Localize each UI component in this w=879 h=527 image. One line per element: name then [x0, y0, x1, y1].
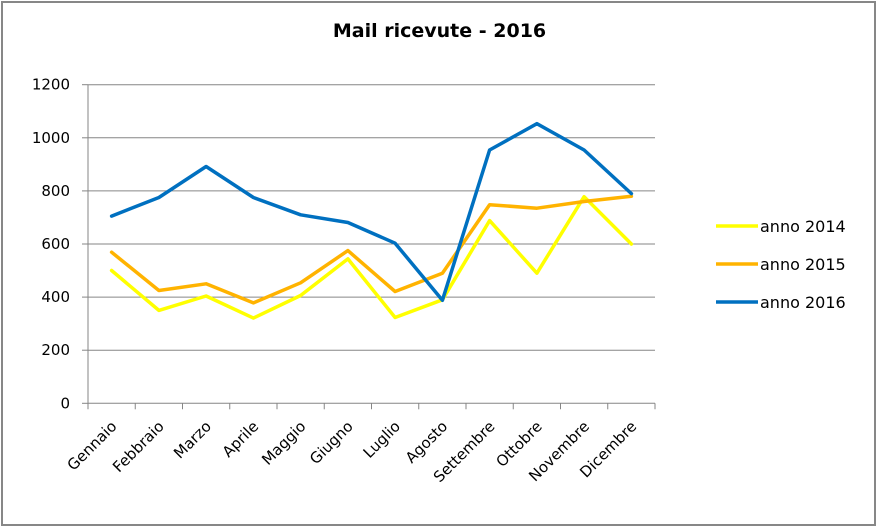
y-tick-label: 400	[41, 288, 70, 306]
x-tick-label: Febbraio	[109, 417, 168, 476]
y-axis-ticks: 0 200 400 600 800 1000 1200	[32, 76, 88, 412]
y-tick-label: 600	[41, 235, 70, 253]
x-tick-label: Maggio	[258, 417, 309, 468]
y-tick-label: 800	[41, 182, 70, 200]
legend: anno 2014 anno 2015 anno 2016	[716, 217, 846, 312]
x-tick-label: Marzo	[170, 417, 215, 462]
series-line	[109, 194, 634, 305]
y-tick-label: 1200	[32, 76, 70, 94]
legend-label: anno 2015	[760, 255, 846, 274]
y-tick-label: 200	[41, 341, 70, 359]
series-lines	[109, 121, 634, 320]
y-tick-label: 0	[60, 394, 70, 412]
chart-title: Mail ricevute - 2016	[332, 20, 547, 42]
x-tick-label: Aprile	[219, 417, 262, 460]
x-tick-label: Giugno	[306, 417, 357, 468]
y-tick-label: 1000	[32, 129, 70, 147]
gridlines	[88, 84, 655, 351]
series-line	[109, 121, 634, 303]
series-line	[109, 194, 634, 320]
x-tick-label: Luglio	[360, 417, 404, 461]
legend-label: anno 2016	[760, 293, 846, 312]
legend-label: anno 2014	[760, 217, 846, 236]
